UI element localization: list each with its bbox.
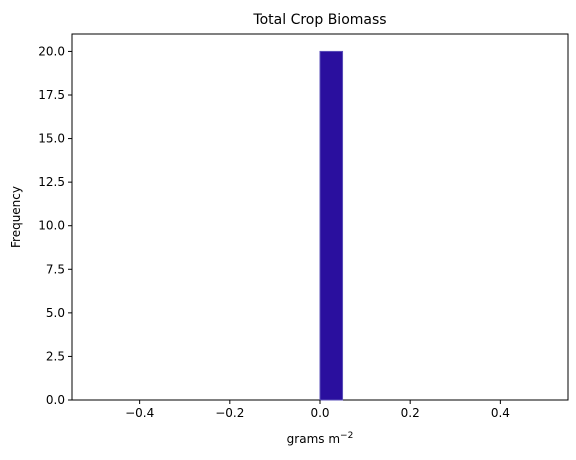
- histogram-bar-0: [319, 50, 344, 401]
- x-tick-label: −0.4: [125, 406, 154, 420]
- bars-group: [319, 50, 344, 401]
- y-tick-label: 10.0: [38, 219, 65, 233]
- y-axis-label: Frequency: [9, 186, 23, 248]
- y-tick-label: 17.5: [38, 88, 65, 102]
- y-tick-label: 0.0: [46, 393, 65, 407]
- x-tick-label: 0.4: [491, 406, 510, 420]
- y-tick-label: 20.0: [38, 44, 65, 58]
- x-axis-label: grams m−2: [287, 431, 354, 446]
- y-tick-label: 2.5: [46, 349, 65, 363]
- y-tick-label: 12.5: [38, 175, 65, 189]
- y-tick-label: 5.0: [46, 306, 65, 320]
- y-tick-label: 7.5: [46, 262, 65, 276]
- x-tick-label: 0.0: [310, 406, 329, 420]
- x-axis-label-base: grams m: [287, 432, 340, 446]
- y-tick-label: 15.0: [38, 132, 65, 146]
- x-axis-ticks: −0.4 −0.2 0.0 0.2 0.4: [125, 400, 510, 420]
- x-tick-label: −0.2: [215, 406, 244, 420]
- y-axis-ticks: 0.0 2.5 5.0 7.5 10.0 12.5 15.0 17.5 20.0: [38, 44, 72, 407]
- x-axis-label-superscript: −2: [340, 431, 353, 441]
- x-tick-label: 0.2: [401, 406, 420, 420]
- chart-title: Total Crop Biomass: [252, 12, 386, 28]
